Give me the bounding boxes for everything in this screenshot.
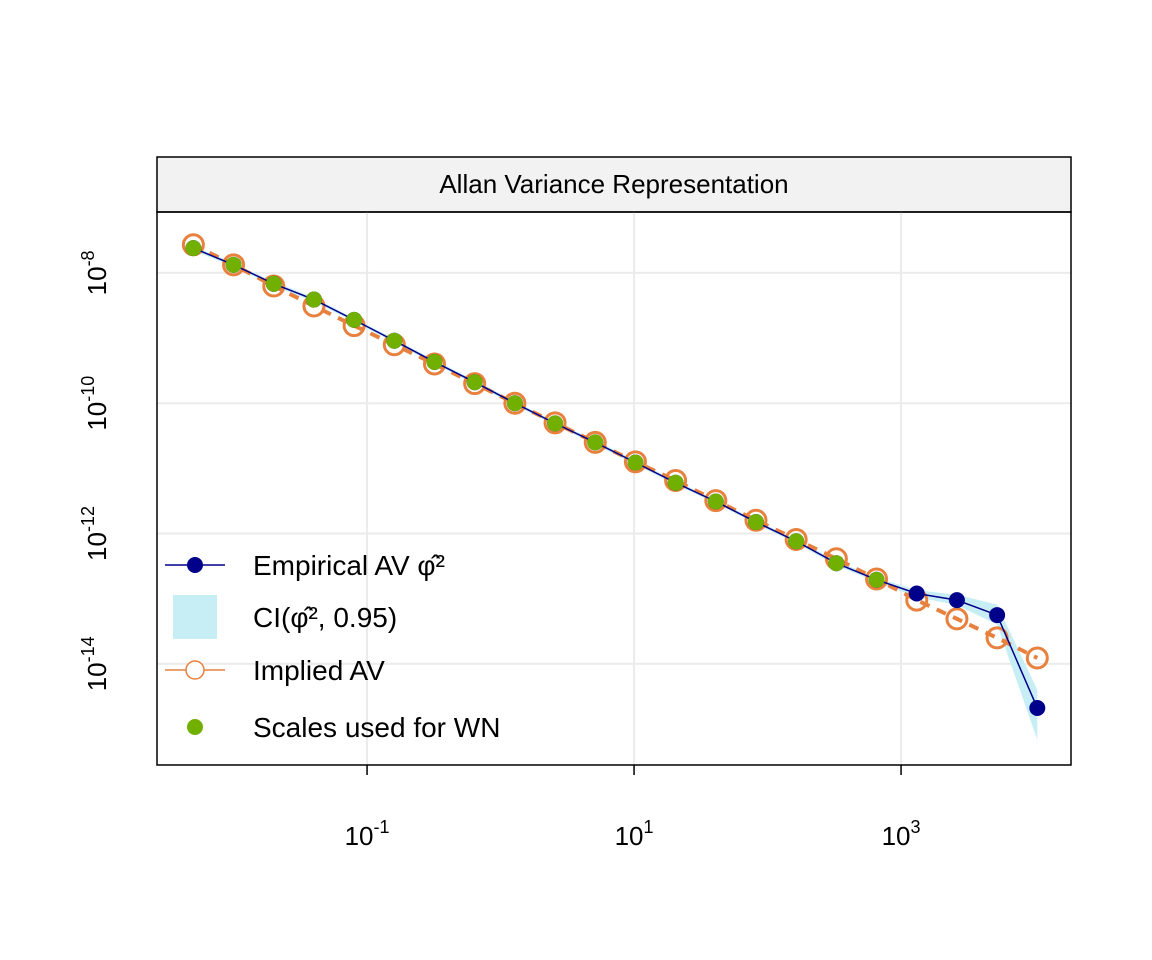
legend-symbol (185, 660, 205, 680)
wn-point (185, 240, 202, 257)
wn-point (386, 332, 403, 349)
wn-point (305, 291, 322, 308)
x-tick-exp: 1 (644, 817, 654, 837)
y-tick-base: 10 (82, 266, 112, 295)
wn-point (788, 533, 805, 550)
y-tick-exp: -12 (78, 506, 98, 532)
implied-point (945, 607, 969, 631)
title-strip (156, 156, 1072, 213)
wn-point (627, 454, 644, 471)
implied-point (222, 253, 246, 277)
wn-point (828, 555, 845, 572)
legend-label: Empirical AV φ̂² (253, 550, 445, 581)
implied-point (1025, 646, 1049, 670)
implied-point (583, 430, 607, 454)
wn-point (707, 493, 724, 510)
x-tick-label: 103 (882, 817, 921, 851)
empirical-point (908, 585, 925, 602)
y-tick-label: 10-14 (78, 636, 112, 691)
y-tick-label: 10-12 (78, 506, 112, 561)
y-tick-base: 10 (82, 532, 112, 561)
legend-symbol (187, 557, 203, 573)
x-tick-exp: 3 (911, 817, 921, 837)
wn-point (466, 374, 483, 391)
y-tick-exp: -14 (78, 636, 98, 662)
y-tick-exp: -10 (78, 376, 98, 402)
empirical-point (948, 592, 965, 609)
implied-point (704, 489, 728, 513)
chart-title: Allan Variance Representation (439, 169, 788, 199)
x-tick-exp: -1 (374, 817, 390, 837)
wn-point (506, 395, 523, 412)
y-tick-base: 10 (82, 662, 112, 691)
empirical-line (193, 247, 1038, 709)
y-tick-exp: -8 (78, 250, 98, 266)
y-tick-base: 10 (82, 402, 112, 431)
y-tick-label: 10-10 (78, 376, 112, 431)
wn-point (587, 434, 604, 451)
wn-point (747, 514, 764, 531)
x-tick-base: 10 (615, 821, 644, 851)
wn-point (868, 571, 885, 588)
implied-point (503, 391, 527, 415)
x-tick-base: 10 (882, 821, 911, 851)
legend-label: CI(φ̂², 0.95) (253, 602, 397, 633)
wn-point (265, 275, 282, 292)
implied-point (784, 527, 808, 551)
legend-symbol (173, 595, 217, 639)
implied-point (744, 508, 768, 532)
wn-point (346, 311, 363, 328)
x-tick-label: 101 (615, 817, 654, 851)
x-tick-base: 10 (345, 821, 374, 851)
wn-point (426, 353, 443, 370)
y-tick-label: 10-8 (78, 250, 112, 295)
wn-point (667, 474, 684, 491)
empirical-point (1029, 699, 1046, 716)
empirical-point (989, 607, 1006, 624)
legend-label: Scales used for WN (253, 712, 500, 743)
implied-point (623, 450, 647, 474)
plot-frame (156, 211, 1072, 766)
x-tick-label: 10-1 (345, 817, 390, 851)
legend-label: Implied AV (253, 655, 385, 686)
implied-point (463, 372, 487, 396)
legend-symbol (187, 719, 203, 735)
implied-point (543, 411, 567, 435)
implied-point (865, 567, 889, 591)
wn-point (225, 256, 242, 273)
wn-point (547, 415, 564, 432)
